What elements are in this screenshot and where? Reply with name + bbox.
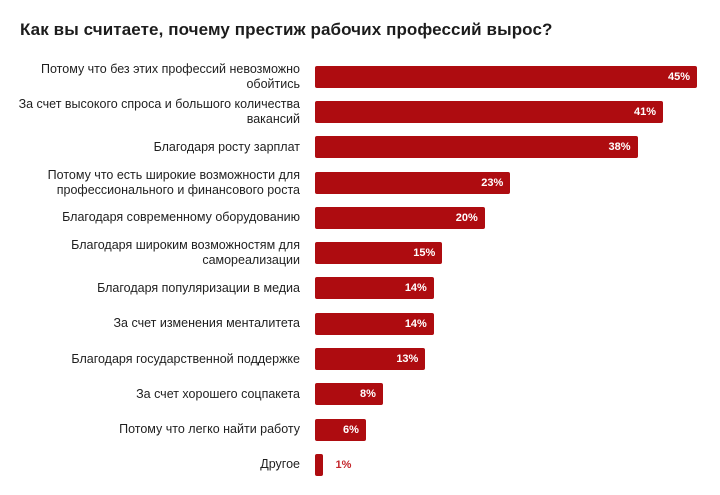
value-label: 45% bbox=[667, 70, 690, 83]
chart-row: Другое 1% bbox=[0, 447, 720, 482]
chart-row: Благодаря широким возможностям для самор… bbox=[0, 235, 720, 270]
value-label: 14% bbox=[404, 317, 427, 330]
bar: 20% bbox=[315, 206, 485, 229]
bar-area: 14% bbox=[315, 277, 720, 300]
category-label: Благодаря государственной поддержке bbox=[71, 351, 300, 366]
category-label: За счет хорошего соцпакета bbox=[136, 386, 300, 401]
bar: 41% bbox=[315, 100, 664, 123]
value-label: 41% bbox=[634, 105, 657, 118]
bar-area: 13% bbox=[315, 348, 720, 371]
chart-row: Благодаря государственной поддержке 13% bbox=[0, 341, 720, 376]
bar: 8% bbox=[315, 383, 383, 406]
category-label: За счет высокого спроса и большого колич… bbox=[18, 96, 300, 126]
chart-row: За счет высокого спроса и большого колич… bbox=[0, 94, 720, 129]
value-label: 8% bbox=[360, 388, 376, 401]
bar: 23% bbox=[315, 171, 511, 194]
bar: 13% bbox=[315, 348, 426, 371]
value-label: 13% bbox=[396, 353, 419, 366]
category-label: Другое bbox=[260, 457, 300, 472]
chart-row: За счет изменения менталитета 14% bbox=[0, 306, 720, 341]
value-label: 20% bbox=[455, 211, 478, 224]
category-label: Потому что легко найти работу bbox=[119, 422, 300, 437]
value-label: 38% bbox=[608, 141, 631, 154]
bar bbox=[315, 453, 324, 476]
bar: 15% bbox=[315, 242, 443, 265]
bar-area: 15% bbox=[315, 242, 720, 265]
value-label: 23% bbox=[481, 176, 504, 189]
category-label: Благодаря широким возможностям для самор… bbox=[71, 238, 300, 268]
chart-row: Благодаря росту зарплат 38% bbox=[0, 130, 720, 165]
bar-area: 14% bbox=[315, 312, 720, 335]
bar-area: 20% bbox=[315, 206, 720, 229]
bar-area: 8% bbox=[315, 383, 720, 406]
category-label: Потому что без этих профессий невозможно… bbox=[41, 61, 300, 91]
value-label: 15% bbox=[413, 247, 436, 260]
bar: 45% bbox=[315, 65, 697, 88]
category-label: Благодаря росту зарплат bbox=[153, 139, 300, 154]
chart-row: Благодаря популяризации в медиа 14% bbox=[0, 271, 720, 306]
bar-area: 41% bbox=[315, 100, 720, 123]
chart-title: Как вы считаете, почему престиж рабочих … bbox=[20, 20, 553, 39]
bar-area: 23% bbox=[315, 171, 720, 194]
bar-area: 6% bbox=[315, 418, 720, 441]
category-label: За счет изменения менталитета bbox=[113, 316, 301, 331]
category-label: Благодаря популяризации в медиа bbox=[97, 280, 300, 295]
chart-row: Благодаря современному оборудованию 20% bbox=[0, 200, 720, 235]
bar: 38% bbox=[315, 136, 638, 159]
chart-rows: Потому что без этих профессий невозможно… bbox=[0, 59, 720, 483]
value-label: 1% bbox=[335, 458, 352, 471]
value-label: 6% bbox=[343, 423, 359, 436]
bar: 14% bbox=[315, 312, 434, 335]
chart-row: За счет хорошего соцпакета 8% bbox=[0, 377, 720, 412]
bar-area: 1% bbox=[315, 453, 720, 476]
bar: 6% bbox=[315, 418, 366, 441]
chart-row: Потому что без этих профессий невозможно… bbox=[0, 59, 720, 94]
chart-row: Потому что есть широкие возможности для … bbox=[0, 165, 720, 200]
bar-area: 38% bbox=[315, 136, 720, 159]
bar-area: 45% bbox=[315, 65, 720, 88]
chart-row: Потому что легко найти работу 6% bbox=[0, 412, 720, 447]
value-label: 14% bbox=[404, 282, 427, 295]
category-label: Благодаря современному оборудованию bbox=[62, 210, 300, 225]
category-label: Потому что есть широкие возможности для … bbox=[47, 167, 300, 197]
bar: 14% bbox=[315, 277, 434, 300]
